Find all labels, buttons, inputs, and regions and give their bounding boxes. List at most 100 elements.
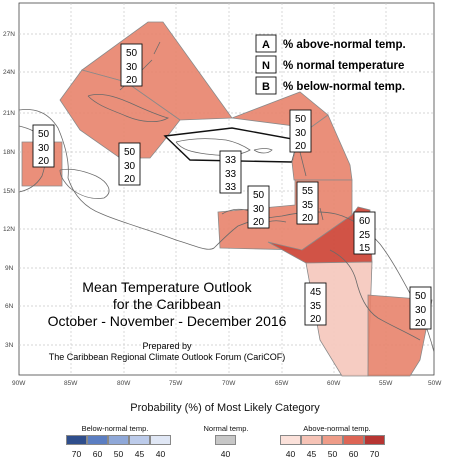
swatch-above-60 <box>343 435 364 445</box>
region-greater-antilles <box>59 69 181 159</box>
prob-normal: 30 <box>295 128 307 139</box>
swatch-below-45 <box>129 435 150 445</box>
lon-label: 75W <box>169 380 183 387</box>
outlook-map: 27N 24N 21N 18N 15N 12N 9N 6N 3N 90W 85W… <box>3 2 442 387</box>
swatch-above-40 <box>280 435 301 445</box>
prob-below: 20 <box>415 318 427 329</box>
lat-label: 3N <box>5 342 14 349</box>
lon-label: 85W <box>64 380 78 387</box>
prob-below: 33 <box>225 182 237 193</box>
legend-value: 60 <box>92 449 103 459</box>
prob-normal: 30 <box>124 161 136 172</box>
lat-label: 9N <box>5 265 14 272</box>
legend-value: 70 <box>71 449 82 459</box>
swatch-normal-40 <box>215 435 236 445</box>
prob-box-lesser-antilles: 55 35 20 <box>296 181 319 225</box>
lat-label: 15N <box>3 188 15 195</box>
swatch-above-45 <box>301 435 322 445</box>
prob-normal: 30 <box>253 204 265 215</box>
forecast-regions <box>21 21 433 377</box>
lat-label: 24N <box>3 69 15 76</box>
legend-value: 70 <box>369 449 380 459</box>
swatch-below-40 <box>150 435 171 445</box>
lon-label: 60W <box>327 380 341 387</box>
legend-title: Probability (%) of Most Likely Category <box>130 402 320 414</box>
prob-below: 20 <box>124 174 136 185</box>
prob-normal: 33 <box>225 169 237 180</box>
swatch-below-70 <box>66 435 87 445</box>
prob-normal: 30 <box>38 143 50 154</box>
prob-box-trinidad: 60 25 15 <box>353 211 376 255</box>
key-letter-n: N <box>262 60 270 72</box>
legend-normal-swatches <box>215 435 236 445</box>
legend-value: 60 <box>348 449 359 459</box>
title-line-1: Mean Temperature Outlook <box>82 279 252 295</box>
legend-below-values: 70 60 50 45 40 <box>66 449 171 459</box>
lat-label: 21N <box>3 110 15 117</box>
prob-box-suriname: 50 30 20 <box>409 286 432 330</box>
key-text-normal: % normal temperature <box>283 60 404 72</box>
swatch-below-50 <box>108 435 129 445</box>
prob-above: 50 <box>124 147 136 158</box>
prob-box-greater-antilles: 50 30 20 <box>118 142 141 186</box>
prob-above: 50 <box>38 129 50 140</box>
prob-box-guyana: 45 35 20 <box>304 282 327 326</box>
lat-label: 6N <box>5 303 14 310</box>
prob-above: 50 <box>126 48 138 59</box>
legend-below-label: Below-normal temp. <box>81 424 149 433</box>
key-text-below: % below-normal temp. <box>283 81 405 93</box>
lat-label: 27N <box>3 31 15 38</box>
probability-legend: Probability (%) of Most Likely Category … <box>0 398 450 464</box>
lon-label: 65W <box>275 380 289 387</box>
prob-above: 50 <box>253 190 265 201</box>
key-text-above: % above-normal temp. <box>283 39 406 51</box>
prob-normal: 35 <box>302 200 314 211</box>
category-key: A % above-normal temp. N % normal temper… <box>255 34 406 95</box>
map-title: Mean Temperature Outlook for the Caribbe… <box>48 279 287 362</box>
legend-value: 40 <box>220 449 231 459</box>
prob-below: 20 <box>310 314 322 325</box>
lon-label: 90W <box>12 380 26 387</box>
prob-above: 55 <box>302 186 314 197</box>
prob-above: 50 <box>295 114 307 125</box>
prob-below: 20 <box>126 75 138 86</box>
lat-label: 18N <box>3 149 15 156</box>
legend-value: 40 <box>285 449 296 459</box>
key-letter-a: A <box>262 39 270 51</box>
coastlines <box>18 41 435 353</box>
title-line-3: October - November - December 2016 <box>48 313 287 329</box>
prepared-by-line-1: Prepared by <box>142 341 192 351</box>
prob-below: 20 <box>295 141 307 152</box>
prob-below: 15 <box>359 243 371 254</box>
prepared-by-line-2: The Caribbean Regional Climate Outlook F… <box>49 352 286 362</box>
prob-above: 33 <box>225 155 237 166</box>
prob-box-venezuela: 50 30 20 <box>247 185 270 229</box>
swatch-below-60 <box>87 435 108 445</box>
lon-label: 80W <box>117 380 131 387</box>
swatch-above-70 <box>364 435 385 445</box>
prob-box-central-america: 50 30 20 <box>32 124 55 168</box>
lon-label: 70W <box>222 380 236 387</box>
prob-below: 20 <box>253 217 265 228</box>
latitude-labels: 27N 24N 21N 18N 15N 12N 9N 6N 3N <box>3 31 15 349</box>
prob-box-bahamas: 50 30 20 <box>120 43 143 87</box>
prob-normal: 25 <box>359 230 371 241</box>
legend-above-swatches <box>280 435 385 445</box>
lon-label: 50W <box>428 380 442 387</box>
legend-above-values: 40 45 50 60 70 <box>280 449 385 459</box>
prob-below: 20 <box>38 156 50 167</box>
prob-above: 50 <box>415 291 427 302</box>
prob-normal: 30 <box>415 305 427 316</box>
legend-value: 40 <box>155 449 166 459</box>
lat-label: 12N <box>3 226 15 233</box>
title-line-2: for the Caribbean <box>113 296 221 312</box>
prob-above: 45 <box>310 287 322 298</box>
legend-value: 45 <box>306 449 317 459</box>
legend-normal-label: Normal temp. <box>203 424 249 433</box>
swatch-above-50 <box>322 435 343 445</box>
legend-normal-values: 40 <box>215 449 236 459</box>
legend-value: 50 <box>113 449 124 459</box>
prob-box-puerto-rico: 50 30 20 <box>289 109 312 153</box>
legend-value: 45 <box>134 449 145 459</box>
key-letter-b: B <box>262 81 270 93</box>
